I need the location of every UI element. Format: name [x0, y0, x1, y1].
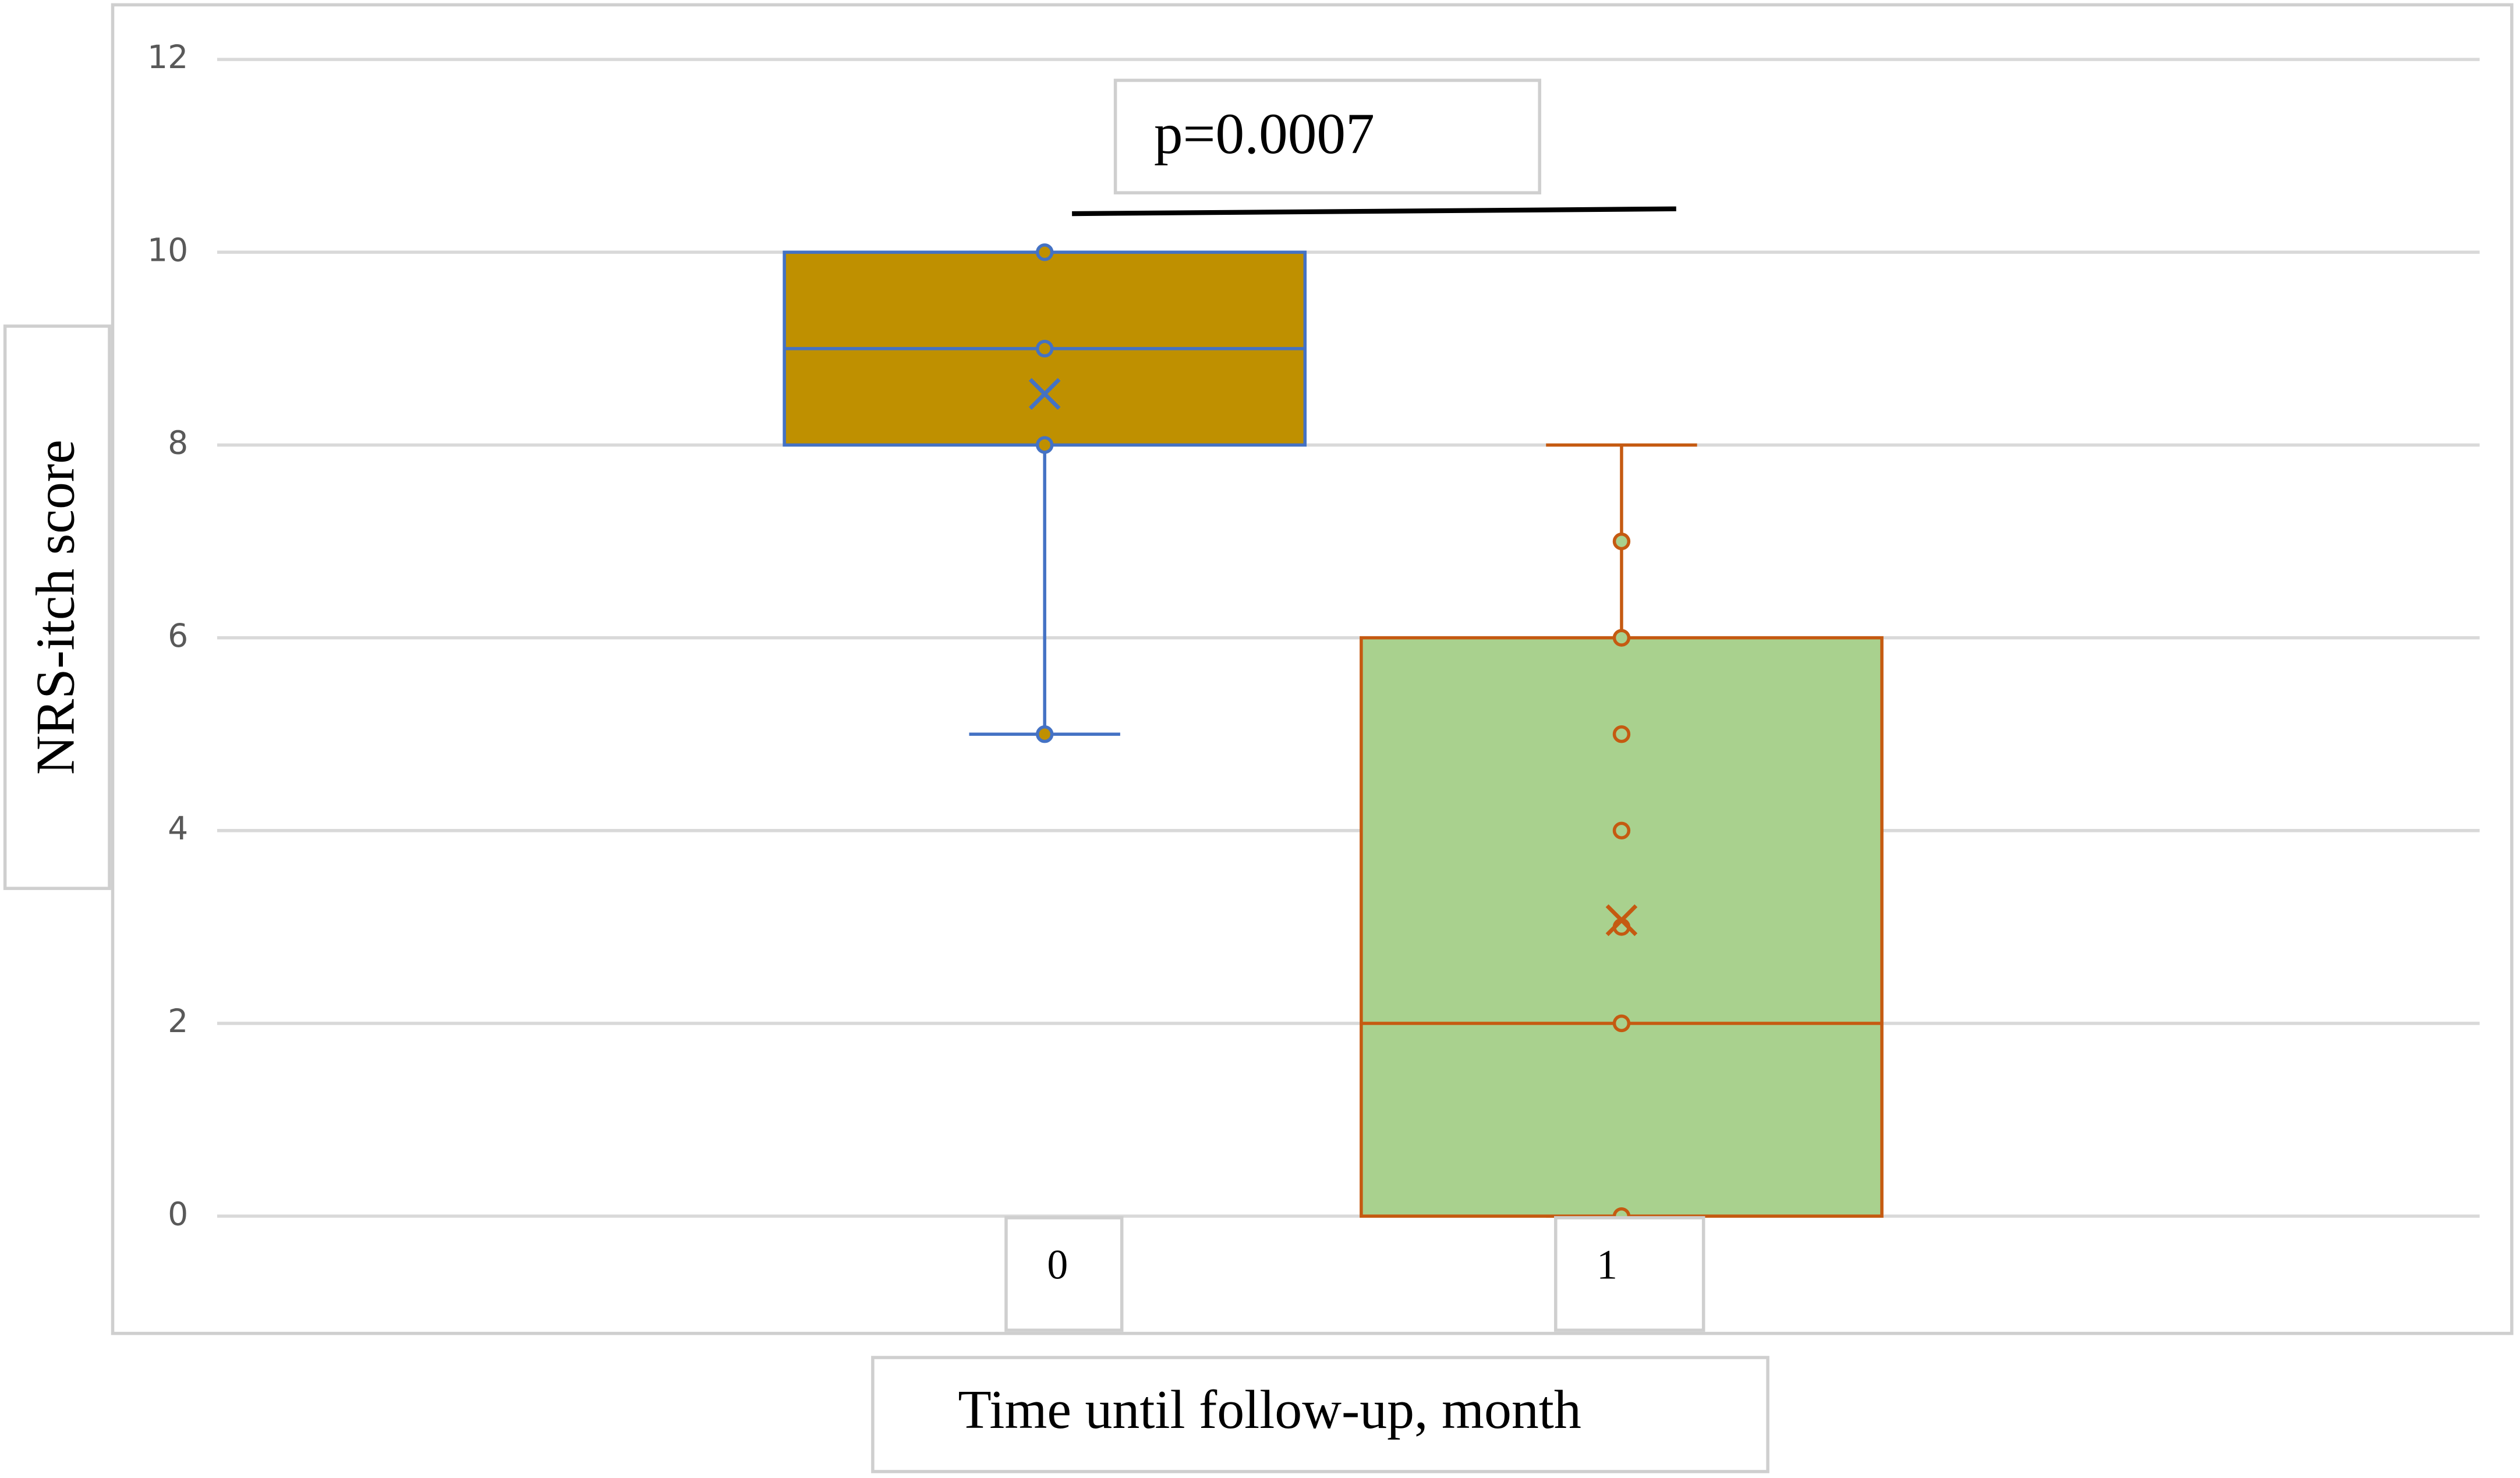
- data-point: [1612, 1014, 1631, 1033]
- mean-marker: [1028, 378, 1061, 410]
- grid: 0 2 4 6 8 10 12: [147, 39, 2480, 1233]
- y-tick-label: 8: [168, 425, 188, 462]
- data-point: [1612, 629, 1631, 647]
- y-tick-label: 12: [147, 39, 188, 76]
- x-tick-label: 1: [1597, 1242, 1618, 1288]
- y-axis-label: NRS-itch score: [26, 439, 86, 775]
- y-tick-label: 6: [168, 618, 188, 655]
- data-point: [1036, 243, 1054, 261]
- y-tick-label: 2: [168, 1003, 188, 1040]
- data-point: [1036, 339, 1054, 358]
- x-tick-box: [1004, 1216, 1124, 1332]
- annotation-box: [1113, 79, 1541, 194]
- x-axis-label: Time until follow-up, month: [958, 1380, 1581, 1440]
- x-tick-label: 0: [1047, 1242, 1068, 1288]
- significance-line: [1072, 206, 1676, 217]
- data-point: [1612, 532, 1631, 551]
- data-point: [1612, 821, 1631, 839]
- y-tick-label: 10: [147, 232, 188, 269]
- chart-frame: [111, 3, 2514, 1335]
- data-point: [1036, 436, 1054, 454]
- y-label-box: [3, 324, 111, 890]
- y-tick-label: 0: [168, 1196, 188, 1233]
- mean-marker: [1605, 904, 1638, 937]
- annotation: p=0.0007: [1154, 102, 1375, 166]
- data-point: [1612, 725, 1631, 743]
- x-label-box: [871, 1356, 1769, 1473]
- x-tick-box: [1554, 1216, 1705, 1332]
- y-tick-label: 4: [168, 810, 188, 848]
- data-point: [1036, 725, 1054, 743]
